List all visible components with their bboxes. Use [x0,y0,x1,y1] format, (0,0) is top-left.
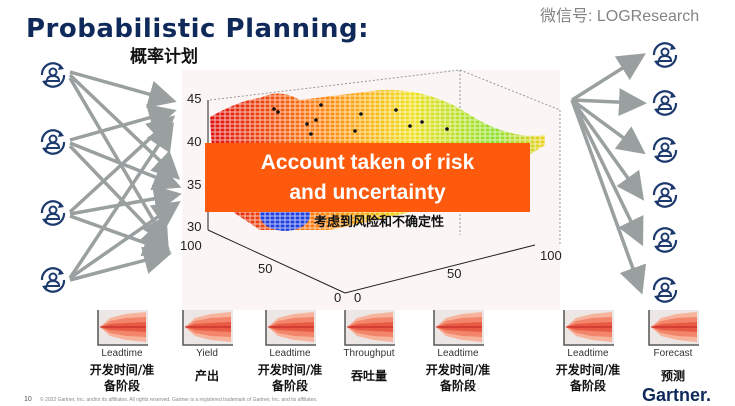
metric-label: Throughput [343,348,395,359]
x-tick: 50 [447,266,462,281]
user-cycle-icon [648,180,682,215]
z-tick: 35 [187,177,202,192]
fan-chart-thumbnail [264,310,316,346]
metric-label: Leadtime [269,348,311,359]
slide-subtitle: 概率计划 [130,47,198,67]
user-cycle-icon [648,275,682,310]
output-arrows [570,53,647,295]
fan-chart-thumbnail [343,310,395,346]
fan-chart-thumbnail [181,310,233,346]
copyright: © 2022 Gartner, Inc. and/or its affiliat… [40,397,318,403]
fan-chart-thumbnail [562,310,614,346]
z-tick: 40 [187,134,202,149]
x-tick: 0 [354,290,362,305]
metric-translation: 开发时间/准备阶段 [425,363,491,393]
watermark: 微信号: LOGResearch [540,8,700,25]
metric-label: Leadtime [101,348,143,359]
risk-banner: Account taken of risk and uncertainty [205,143,530,212]
banner-line-2: and uncertainty [289,181,446,204]
page-number: 10 [24,396,32,403]
banner-translation: 考虑到风险和不确定性 [314,215,445,230]
fan-chart-thumbnail [432,310,484,346]
metric-label: Leadtime [437,348,479,359]
metric-translation: 开发时间/准备阶段 [257,363,323,393]
slide-title: Probabilistic Planning: [26,14,369,44]
x-axis [344,244,536,294]
user-cycle-icon [648,135,682,170]
y-axis [207,229,346,294]
user-cycle-icon [648,40,682,75]
metric-translation: 预测 [660,369,685,383]
y-tick: 100 [180,238,202,253]
gartner-logo: Gartner. [642,385,712,405]
user-cycle-icon [36,60,70,95]
metric-translation: 开发时间/准备阶段 [555,363,621,393]
input-arrows [68,70,182,282]
x-tick: 100 [540,248,562,263]
fan-chart-thumbnail [647,310,699,346]
metric-label: Leadtime [567,348,609,359]
user-cycle-icon [648,225,682,260]
y-tick: 0 [334,290,342,305]
user-cycle-icon [648,88,682,123]
z-tick: 45 [187,91,202,106]
user-cycle-icon [36,127,70,162]
y-tick: 50 [258,261,273,276]
user-cycle-icon [36,265,70,300]
metric-label: Yield [196,348,218,359]
banner-line-1: Account taken of risk [260,151,475,174]
data-points [272,103,449,136]
metric-translation: 产出 [194,369,219,383]
z-tick: 30 [187,219,202,234]
metric-translation: 吞吐量 [350,369,387,383]
metric-label: Forecast [653,348,693,359]
user-cycle-icon [36,198,70,233]
fan-chart-thumbnail [96,310,148,346]
metric-translation: 开发时间/准备阶段 [89,363,155,393]
